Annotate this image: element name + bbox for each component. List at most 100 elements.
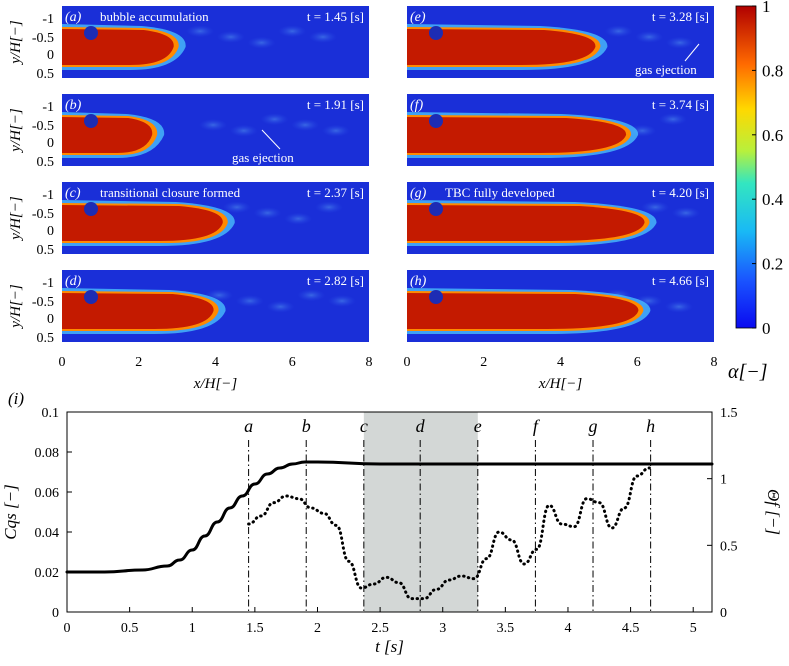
noise-blob	[199, 118, 228, 131]
chart-frame	[66, 411, 713, 613]
panel-xtick-label: 4	[557, 355, 564, 370]
x-tick-label: 4.5	[622, 621, 640, 636]
y-tick-label-right: 1.5	[720, 406, 738, 421]
panel-h: (h) t = 4.66 [s] 0 2 4 6 8 x/H[−]	[404, 270, 718, 392]
noise-blob	[291, 118, 320, 131]
annotation-arrow	[684, 43, 700, 62]
colorbar-tick-label: 1	[762, 0, 771, 16]
colorbar-label: α[−]	[728, 361, 768, 383]
panel-c: (c) t = 2.37 [s] transitional closure form…	[8, 182, 369, 258]
annotation-arrow	[261, 129, 281, 150]
colorbar-tick-label: 0.4	[762, 190, 784, 209]
panel-annotation: gas ejection	[635, 62, 697, 77]
panel-xlabel: x/H[−]	[538, 376, 583, 392]
panel-time: t = 3.28 [s]	[652, 9, 709, 24]
event-label-c: c	[360, 416, 368, 436]
noise-blob	[604, 25, 633, 38]
colorbar-tick-label: 0.8	[762, 61, 783, 80]
colorbar-tick-label: 0.6	[762, 126, 783, 145]
x-tick-label: 1.5	[246, 621, 264, 636]
y-tick-label-left: 0.02	[35, 566, 60, 581]
y-tick-label-right: 0	[720, 606, 727, 621]
noise-blob	[253, 206, 282, 219]
panel-xtick-label: 0	[59, 355, 66, 370]
noise-blob	[229, 124, 258, 137]
event-label-b: b	[302, 416, 311, 436]
x-tick-label: 3.5	[497, 621, 515, 636]
panel-d: (d) t = 2.82 [s] -1 -0.5 0 0.5 y/H[−] 0 2 4 6 8 x/H[…	[8, 270, 373, 392]
series-cqs-line	[65, 460, 714, 574]
noise-blob	[327, 294, 356, 307]
panel-label: (d)	[65, 274, 82, 289]
injector-marker	[84, 202, 98, 216]
noise-blob	[635, 30, 664, 43]
panel-xtick-label: 4	[212, 355, 219, 370]
injector-marker	[429, 202, 443, 216]
noise-blob	[321, 124, 350, 137]
panel-label: (c)	[65, 186, 81, 201]
panel-xtick-label: 8	[366, 355, 373, 370]
panel-xlabel: x/H[−]	[193, 376, 238, 392]
panel-label: (e)	[410, 10, 426, 25]
noise-blob	[186, 25, 215, 38]
panel-ytick-label: 0.5	[37, 155, 55, 170]
panel-annotation: transitional closure formed	[100, 185, 241, 200]
y-tick-label-left: 0.06	[35, 486, 60, 501]
colorbar-gradient	[735, 5, 757, 329]
panel-ytick-label: -1	[42, 276, 54, 291]
panel-annotation: gas ejection	[232, 150, 294, 165]
panel-ylabel: y/H[−]	[8, 284, 24, 330]
noise-blob	[216, 30, 245, 43]
chart-ylabel-left: Cqs [−]	[1, 484, 20, 539]
panel-ytick-label: 0	[47, 224, 54, 239]
panel-time: t = 4.20 [s]	[652, 185, 709, 200]
panel-xtick-label: 2	[135, 355, 142, 370]
panel-annotation: TBC fully developed	[445, 185, 555, 200]
cavity-core	[62, 29, 174, 65]
series-theta-line	[247, 466, 651, 601]
panel-ylabel: y/H[−]	[8, 196, 24, 242]
panel-ytick-label: 0	[47, 48, 54, 63]
injector-marker	[429, 290, 443, 304]
noise-blob	[665, 36, 694, 49]
event-label-d: d	[416, 416, 426, 436]
panel-ytick-label: 0	[47, 136, 54, 151]
panel-annotation: bubble accumulation	[100, 9, 209, 24]
x-tick-label: 2	[314, 621, 321, 636]
cavity-core	[62, 205, 223, 241]
panel-ytick-label: 0	[47, 312, 54, 327]
x-tick-label: 2.5	[371, 621, 389, 636]
noise-blob	[222, 201, 251, 214]
panel-ytick-label: -0.5	[32, 119, 54, 134]
noise-blob	[658, 113, 687, 126]
panel-ytick-label: 0.5	[37, 243, 55, 258]
panel-ytick-label: 0.5	[37, 67, 55, 82]
cavity-core	[407, 293, 639, 329]
noise-blob	[266, 300, 295, 313]
y-tick-label-left: 0	[52, 606, 59, 621]
injector-marker	[84, 114, 98, 128]
panel-xtick-label: 2	[480, 355, 487, 370]
panel-ytick-label: -1	[42, 100, 54, 115]
injector-marker	[84, 290, 98, 304]
injector-marker	[429, 114, 443, 128]
y-tick-label-right: 0.5	[720, 539, 738, 554]
time-series-chart: 0 0.5 1 1.5 2 2.5 3 3.5 4 4.5 5 0 0.02 0.04 0.06 0.08 0.…	[1, 389, 783, 656]
panel-time: t = 3.74 [s]	[652, 97, 709, 112]
chart-panel-label: (i)	[8, 389, 24, 408]
panel-b: (b) t = 1.91 [s] gas ejection -1 -0.5 0 0.5 y/H…	[8, 94, 369, 170]
panel-ytick-label: -1	[42, 188, 54, 203]
noise-blob	[247, 36, 276, 49]
noise-blob	[308, 30, 337, 43]
shaded-interval	[363, 412, 478, 612]
cavity-core	[407, 117, 627, 153]
cavity-core	[62, 293, 214, 329]
panel-ytick-label: -0.5	[32, 31, 54, 46]
panel-f: (f) t = 3.74 [s]	[407, 94, 714, 166]
x-tick-label: 4	[564, 621, 571, 636]
colorbar-tick-label: 0.2	[762, 255, 783, 274]
noise-blob	[260, 113, 289, 126]
x-tick-label: 0.5	[121, 621, 139, 636]
panel-ytick-label: -0.5	[32, 207, 54, 222]
panel-ylabel: y/H[−]	[8, 20, 24, 66]
